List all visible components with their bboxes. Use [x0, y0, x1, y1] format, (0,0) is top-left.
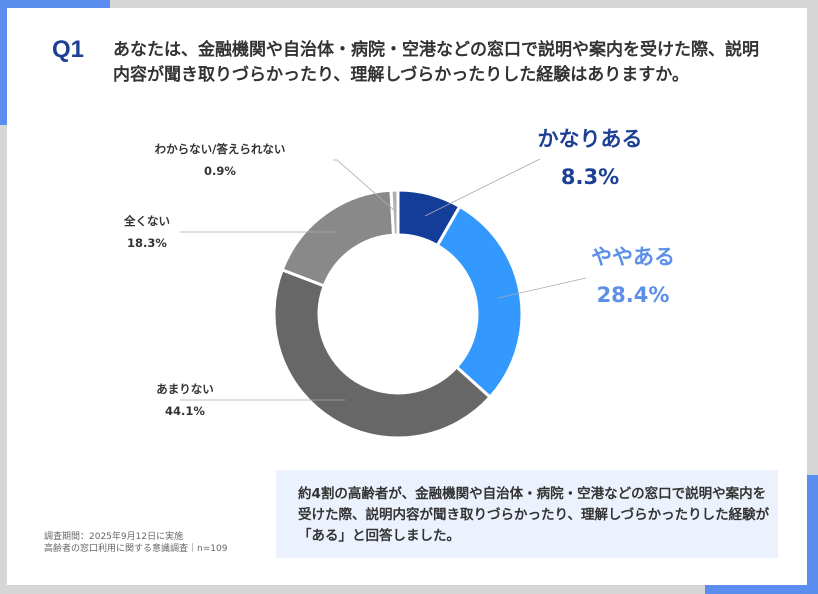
- category-label: あまりない: [156, 382, 214, 396]
- value-label: 18.3%: [127, 236, 167, 250]
- donut-slice-4: [389, 188, 400, 237]
- label-yaya: ややある 28.4%: [578, 238, 688, 314]
- label-wakaranai: わからない/答えられない 0.9%: [130, 138, 310, 182]
- donut-slice-2: [272, 267, 493, 440]
- donut-slice-1: [435, 204, 524, 400]
- donut-slice-3: [280, 188, 396, 288]
- label-amari: あまりない 44.1%: [140, 378, 230, 422]
- question-number: Q1: [52, 36, 85, 63]
- category-label: ややある: [591, 245, 675, 269]
- question-text: あなたは、金融機関や自治体・病院・空港などの窓口で説明や案内を受けた際、説明内容…: [113, 40, 759, 85]
- source-note: 調査期間：2025年9月12日に実施 高齢者の窓口利用に関する意識調査｜n=10…: [44, 531, 227, 555]
- leader-line-1: [497, 277, 587, 299]
- value-label: 0.9%: [204, 164, 236, 178]
- summary-text: 約4割の高齢者が、金融機関や自治体・病院・空港などの窓口で説明や案内を受けた際、…: [298, 486, 770, 544]
- survey-period: 調査期間：2025年9月12日に実施: [44, 532, 184, 542]
- survey-name: 高齢者の窓口利用に関する意識調査｜n=109: [44, 544, 228, 554]
- leader-line-4: [333, 159, 396, 212]
- category-label: 全くない: [124, 214, 170, 228]
- label-mattaku: 全くない 18.3%: [112, 210, 182, 254]
- label-kanari: かなりある 8.3%: [530, 120, 650, 196]
- category-label: わからない/答えられない: [154, 142, 286, 156]
- leader-line-0: [424, 158, 541, 217]
- category-label: かなりある: [537, 127, 643, 151]
- value-label: 8.3%: [560, 165, 620, 189]
- value-label: 28.4%: [596, 283, 670, 307]
- summary-box: 約4割の高齢者が、金融機関や自治体・病院・空港などの窓口で説明や案内を受けた際、…: [276, 470, 778, 558]
- value-label: 44.1%: [165, 404, 205, 418]
